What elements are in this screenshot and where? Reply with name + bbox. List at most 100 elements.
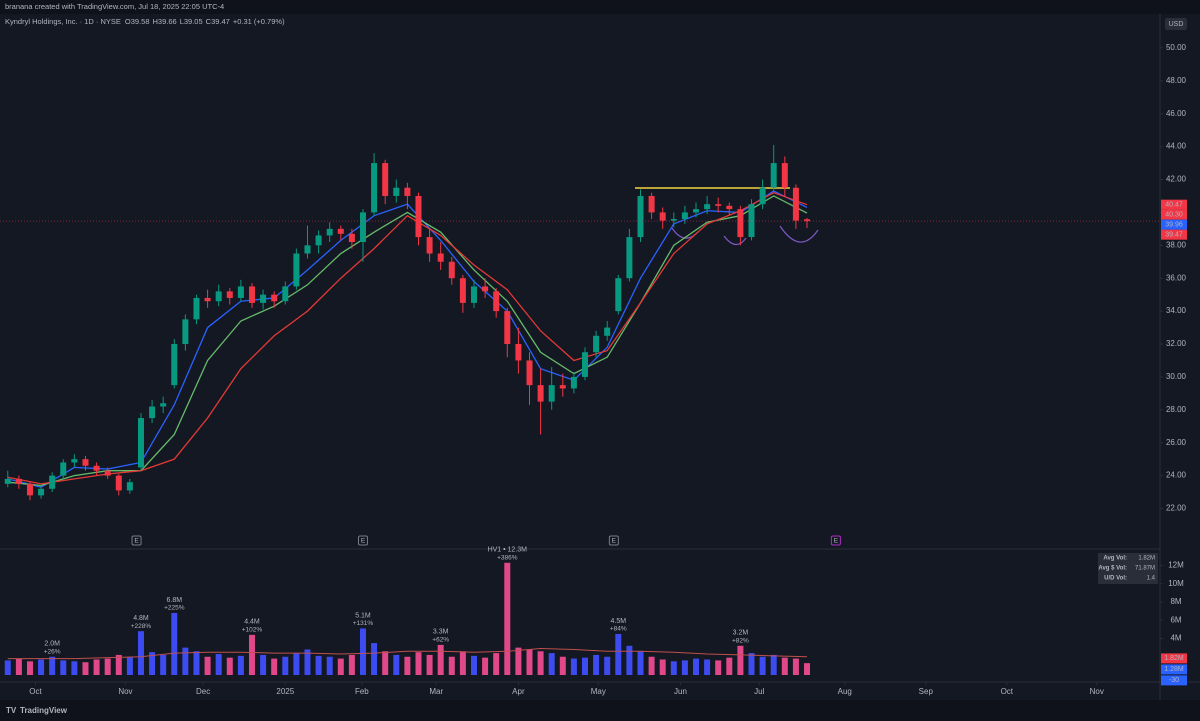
volume-bar [60, 660, 67, 675]
candle-body [415, 195, 422, 238]
ohlc-value: 39.66 [158, 17, 177, 26]
volume-average [7, 648, 808, 660]
stats-label: Avg $ Vol: [1098, 566, 1127, 572]
candle-body [38, 488, 45, 496]
currency[interactable]: USD [1169, 21, 1184, 28]
x-tick-label: 2025 [276, 687, 294, 696]
volume-change-label: +131% [353, 620, 374, 627]
y-tick-label: 48.00 [1166, 76, 1187, 85]
volume-side-box [1161, 664, 1187, 675]
volume-bar [693, 658, 699, 675]
volume-change-label: +225% [164, 605, 185, 612]
candle-body [615, 278, 622, 312]
currency-button[interactable] [1165, 18, 1187, 30]
candle-body [271, 294, 278, 302]
candle-body [581, 352, 588, 377]
x-tick-label: Sep [919, 687, 934, 696]
candle-body [93, 465, 100, 471]
candle-body [237, 286, 244, 298]
volume-bar [459, 651, 466, 675]
volume-label: 3.3M [433, 629, 449, 636]
price-label-box [1161, 209, 1187, 220]
earnings-label: E [134, 538, 139, 545]
volume-bar [804, 663, 811, 675]
stats-label: U/D Vol: [1104, 576, 1127, 582]
candle-body [781, 163, 788, 188]
candle-body [149, 406, 156, 419]
candle-body [15, 478, 22, 484]
volume-bar [315, 655, 322, 675]
arc-drawing [779, 225, 819, 243]
volume-bar [26, 661, 33, 675]
volume-label: 4.4M [244, 619, 260, 626]
volume-bar [526, 649, 533, 675]
volume-bar [160, 654, 167, 675]
x-tick-label: Oct [1001, 687, 1014, 696]
candle-body [337, 228, 344, 234]
y-tick-label: 10M [1168, 579, 1184, 588]
stats-value: 1.82M [1138, 556, 1155, 562]
volume-bar [337, 658, 344, 675]
volume-side-label: -30 [1169, 677, 1179, 684]
candle-body [348, 233, 355, 243]
volume-bar [271, 658, 278, 675]
volume-bar [448, 656, 455, 675]
volume-side-box [1161, 653, 1187, 664]
candle-body [171, 344, 178, 386]
y-tick-label: 26.00 [1166, 438, 1187, 447]
attribution: branana created with TradingView.com, Ju… [5, 2, 224, 11]
stats-value: 71.87M [1135, 566, 1155, 572]
volume-bar [715, 660, 722, 675]
y-tick-label: 30.00 [1166, 372, 1187, 381]
candle-body [648, 195, 655, 213]
volume-bar [493, 653, 500, 675]
volume-label: 4.8M [133, 615, 149, 622]
candle-body [282, 286, 289, 302]
arc-drawing [723, 235, 747, 246]
volume-bar [248, 634, 255, 675]
volume-change-label: +62% [432, 637, 449, 644]
price-label-box [1161, 229, 1187, 240]
volume-bar [648, 656, 655, 675]
volume-bar [581, 657, 588, 675]
y-tick-label: 22.00 [1166, 504, 1187, 513]
volume-bar [393, 654, 400, 675]
candle-body [715, 204, 722, 206]
candle-body [804, 219, 811, 222]
candle-body [204, 297, 211, 302]
volume-change-label: +102% [242, 627, 263, 634]
volume-side-box [1161, 675, 1187, 686]
candle-body [115, 475, 122, 491]
candle-body [393, 187, 400, 196]
candle-body [637, 195, 644, 238]
candle-body [559, 385, 566, 389]
earnings-label: E [834, 538, 839, 545]
candle-body [293, 253, 300, 287]
volume-bar [570, 658, 577, 675]
candle-body [482, 286, 489, 292]
brand: TradingView [20, 706, 68, 715]
earnings-marker [357, 535, 368, 546]
volume-bar [792, 658, 799, 675]
candle-body [526, 360, 533, 386]
candle-body [548, 385, 555, 402]
candle-body [193, 297, 200, 320]
bottom-bar [0, 700, 1200, 721]
volume-bar [637, 651, 644, 675]
volume-change-label: +82% [732, 638, 749, 645]
volume-bar [226, 657, 233, 675]
volume-bar [404, 656, 411, 675]
y-tick-label: 50.00 [1166, 43, 1187, 52]
volume-bar [604, 656, 611, 675]
volume-bar [193, 651, 200, 675]
ohlc-value: 39.58 [131, 17, 150, 26]
candle-body [459, 278, 466, 303]
x-tick-label: Nov [118, 687, 132, 696]
candle-body [260, 294, 267, 303]
candle-body [49, 475, 56, 489]
candle-body [726, 205, 733, 210]
volume-bar [15, 658, 22, 675]
volume-label: 6.8M [166, 597, 182, 604]
volume-bar [204, 656, 211, 675]
